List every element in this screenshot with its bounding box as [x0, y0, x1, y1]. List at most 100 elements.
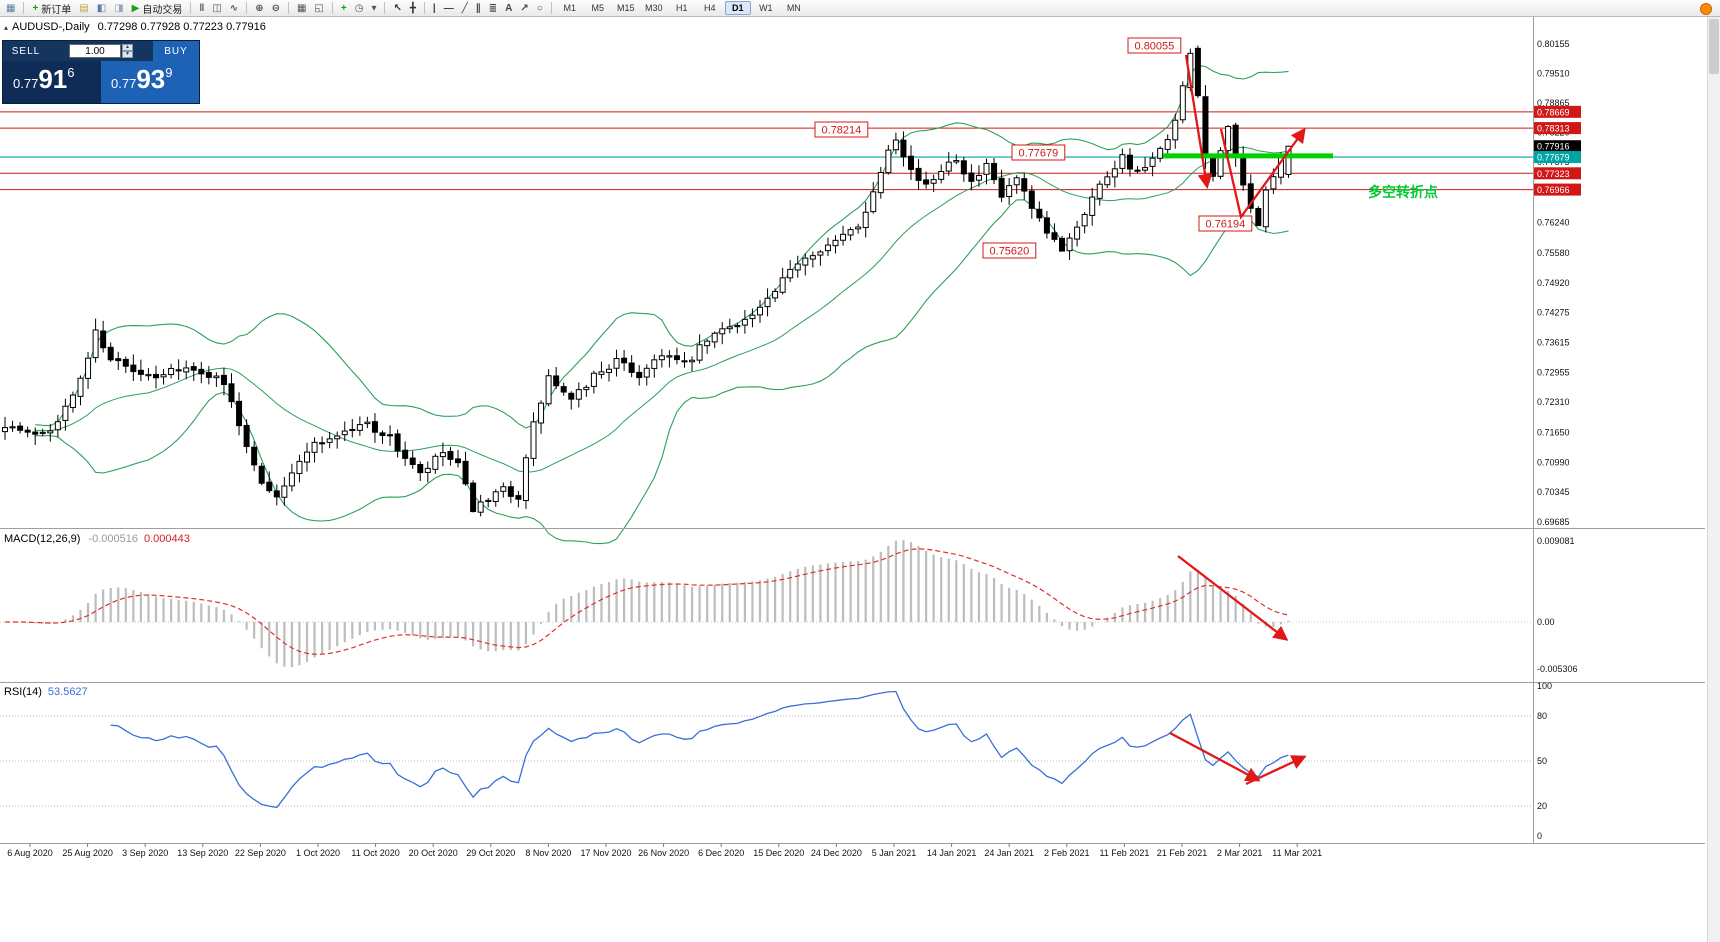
volume-decrement-button[interactable]: ▼ [122, 51, 133, 58]
bull-bear-turning-point-note[interactable]: 多空转折点 [1368, 184, 1438, 200]
trend-arrow[interactable] [1184, 54, 1213, 189]
cursor-icon[interactable]: ↖ [390, 2, 404, 15]
annotation-box[interactable] [1011, 144, 1066, 161]
volume-input[interactable] [69, 44, 121, 58]
candle-body [704, 340, 711, 347]
annotation-box[interactable] [814, 121, 869, 138]
vertical-scrollbar[interactable] [1707, 17, 1720, 942]
horizontal-line-tool-icon[interactable]: — [441, 2, 457, 15]
bar-chart-icon[interactable]: ‖ [196, 2, 207, 15]
candle-body [24, 429, 31, 433]
candle-body [492, 491, 499, 503]
charts-icon[interactable]: ▦ [3, 2, 18, 15]
bid-price-badge-text: 0.77916 [1537, 142, 1570, 152]
navigator-icon-glyph: ◨ [114, 2, 124, 14]
channel-tool-icon[interactable]: ∥ [473, 2, 484, 15]
sell-button[interactable]: SELL [3, 41, 49, 61]
trend-arrow[interactable] [1169, 731, 1261, 782]
tile-windows-icon[interactable]: ▦ [294, 2, 309, 15]
candle-body [417, 464, 424, 474]
annotation-text: 0.76194 [1206, 219, 1246, 231]
trendline-tool-icon[interactable]: ╱ [459, 2, 471, 15]
candle-body [666, 355, 673, 358]
candle-body [1225, 126, 1232, 152]
bollinger-middle-band [35, 146, 1289, 473]
trend-arrow[interactable] [1177, 555, 1289, 641]
candle-body [137, 369, 144, 375]
timeframe-m5-button[interactable]: M5 [591, 3, 605, 13]
timeframe-d1-button[interactable]: D1 [724, 1, 751, 15]
time-axis-label: 11 Mar 2021 [1272, 848, 1322, 858]
alert-indicator-icon[interactable] [1700, 3, 1712, 15]
market-watch-icon[interactable]: ◧ [94, 2, 109, 15]
periods-icon[interactable]: ◷ [352, 2, 367, 15]
toolbar-separator [287, 2, 289, 14]
line-chart-icon[interactable]: ∿ [227, 2, 241, 15]
chart-profile-icon[interactable]: ▤ [76, 2, 91, 15]
fibonacci-tool-icon[interactable]: ≣ [486, 2, 500, 15]
level-price-badge-text: 0.78669 [1537, 107, 1570, 117]
bid-price-panel[interactable]: 0.77916 [3, 61, 101, 103]
zoom-out-icon[interactable]: ⊖ [269, 2, 283, 15]
subwindow-expand-icon[interactable]: ▴ [4, 23, 9, 32]
candle-body [1051, 232, 1058, 240]
annotation-box[interactable] [1198, 215, 1253, 232]
new-order-button[interactable]: + 新订单 [29, 2, 74, 16]
text-tool-icon[interactable]: A [502, 2, 515, 15]
trend-arrow[interactable] [1245, 755, 1307, 786]
time-axis-label: 11 Oct 2020 [351, 848, 399, 858]
price-axis-label: 0.72955 [1537, 368, 1570, 378]
timeframe-mn-button[interactable]: MN [786, 3, 801, 13]
price-axis-label: 0.70990 [1537, 457, 1570, 467]
candle-body [870, 191, 877, 213]
price-axis-label: 0.79510 [1537, 68, 1570, 78]
periods-dropdown-icon[interactable]: ▾ [368, 2, 379, 15]
candle-body [960, 160, 967, 175]
candle-body [1089, 196, 1096, 216]
candle-body [862, 211, 869, 229]
zoom-in-icon[interactable]: ⊕ [252, 2, 266, 15]
candle-body [636, 371, 643, 379]
candle-body [741, 318, 748, 326]
candle-body [213, 375, 220, 379]
trend-arrow[interactable] [1219, 127, 1306, 220]
annotation-box[interactable] [982, 242, 1037, 259]
timeframe-w1-button[interactable]: W1 [759, 3, 773, 13]
timeframe-h1-button[interactable]: H1 [676, 3, 688, 13]
new-order-button-glyph: + [32, 2, 39, 14]
crosshair-icon[interactable]: ╋ [407, 2, 419, 15]
candle-body [122, 358, 129, 367]
candle-body [304, 451, 310, 463]
toolbar-separator [246, 2, 248, 14]
candle-body [288, 472, 295, 487]
vertical-line-tool-icon[interactable]: | [430, 2, 439, 15]
timeframe-h4-button[interactable]: H4 [704, 3, 716, 13]
candle-body [900, 139, 907, 158]
macd-axis-label: 0.00 [1537, 617, 1555, 627]
ask-price-panel[interactable]: 0.77939 [101, 61, 199, 103]
shapes-tool-icon[interactable]: ○ [534, 2, 546, 15]
navigator-icon[interactable]: ◨ [111, 2, 126, 15]
buy-button[interactable]: BUY [153, 41, 199, 61]
time-axis-label: 17 Nov 2020 [580, 848, 631, 858]
arrows-tool-icon[interactable]: ↗ [517, 2, 531, 15]
candle-body [764, 297, 771, 308]
candlestick-chart-icon[interactable]: ◫ [209, 2, 224, 15]
candle-body [47, 430, 54, 434]
timeframe-m15-button[interactable]: M15 [617, 3, 635, 13]
scrollbar-thumb[interactable] [1709, 19, 1719, 74]
add-indicator-icon[interactable]: + [338, 2, 350, 15]
chart-profile-icon-glyph: ▤ [79, 2, 89, 14]
candle-body [658, 355, 665, 361]
candle-body [938, 170, 945, 180]
volume-increment-button[interactable]: ▲ [122, 44, 133, 51]
timeframe-m30-button[interactable]: M30 [645, 3, 663, 13]
candle-body [522, 457, 529, 502]
cascade-windows-icon[interactable]: ◱ [311, 2, 326, 15]
annotation-box[interactable] [1127, 37, 1182, 54]
toolbar-separator [423, 2, 425, 14]
price-axis-label: 0.80155 [1537, 39, 1570, 49]
autotrading-button[interactable]: ▶ 自动交易 [129, 2, 186, 16]
timeframe-m1-button[interactable]: M1 [563, 3, 577, 13]
